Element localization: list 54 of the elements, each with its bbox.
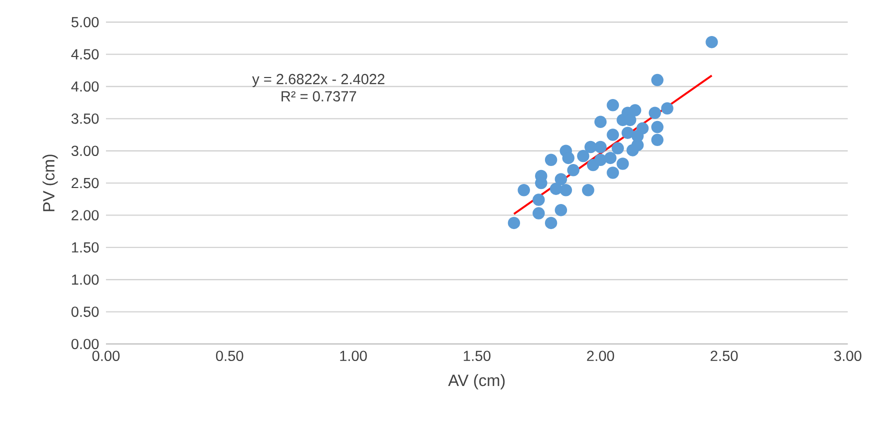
point bbox=[560, 184, 572, 196]
point bbox=[622, 126, 634, 139]
point bbox=[594, 116, 607, 128]
x-tick-label: 1.00 bbox=[340, 350, 367, 362]
point bbox=[567, 164, 580, 176]
point bbox=[532, 194, 545, 206]
point bbox=[584, 140, 597, 154]
y-tick-label: 1.00 bbox=[72, 274, 99, 285]
x-tick-label: 1.50 bbox=[464, 350, 490, 362]
point bbox=[544, 216, 558, 230]
point bbox=[661, 102, 674, 115]
point bbox=[554, 204, 568, 216]
point bbox=[594, 154, 607, 166]
x-tick-label: 3.00 bbox=[834, 350, 862, 362]
annotation: R² = 0.7377 bbox=[282, 91, 356, 102]
y-axis-title: PV (cm) bbox=[42, 154, 58, 212]
point bbox=[604, 152, 617, 164]
point bbox=[532, 207, 545, 220]
point bbox=[628, 104, 642, 116]
point bbox=[577, 150, 590, 162]
y-tick-label: 3.50 bbox=[71, 114, 99, 124]
point bbox=[554, 173, 568, 186]
point bbox=[651, 74, 664, 86]
point bbox=[606, 99, 619, 112]
x-axis-title: AV (cm) bbox=[448, 374, 505, 390]
y-tick-label: 5.00 bbox=[71, 16, 99, 28]
point bbox=[562, 152, 574, 164]
y-tick-label: 4.00 bbox=[71, 81, 99, 92]
point bbox=[616, 158, 629, 170]
point bbox=[648, 106, 662, 120]
y-tick-label: 2.00 bbox=[72, 210, 99, 220]
annotation: y = 2.6822x - 2.4022 bbox=[252, 74, 384, 88]
point bbox=[606, 166, 619, 179]
point bbox=[518, 184, 530, 196]
point bbox=[594, 140, 607, 154]
x-tick-label: 2.00 bbox=[587, 350, 614, 362]
point bbox=[508, 216, 520, 230]
point bbox=[544, 154, 558, 166]
x-tick-label: 0.50 bbox=[216, 350, 244, 362]
point bbox=[606, 128, 619, 141]
point bbox=[626, 144, 639, 156]
y-tick-label: 0.00 bbox=[71, 338, 99, 350]
x-tick-label: 0.00 bbox=[92, 350, 120, 362]
y-tick-label: 1.50 bbox=[72, 242, 99, 253]
y-tick-label: 2.50 bbox=[72, 178, 99, 188]
point bbox=[582, 184, 594, 196]
x-tick-label: 2.50 bbox=[710, 350, 738, 362]
point bbox=[651, 134, 664, 146]
y-tick-label: 3.00 bbox=[71, 146, 99, 156]
y-tick-label: 4.50 bbox=[71, 49, 99, 60]
y-tick-label: 0.50 bbox=[71, 306, 99, 317]
point bbox=[612, 142, 624, 154]
point bbox=[651, 120, 664, 134]
point bbox=[706, 36, 718, 48]
